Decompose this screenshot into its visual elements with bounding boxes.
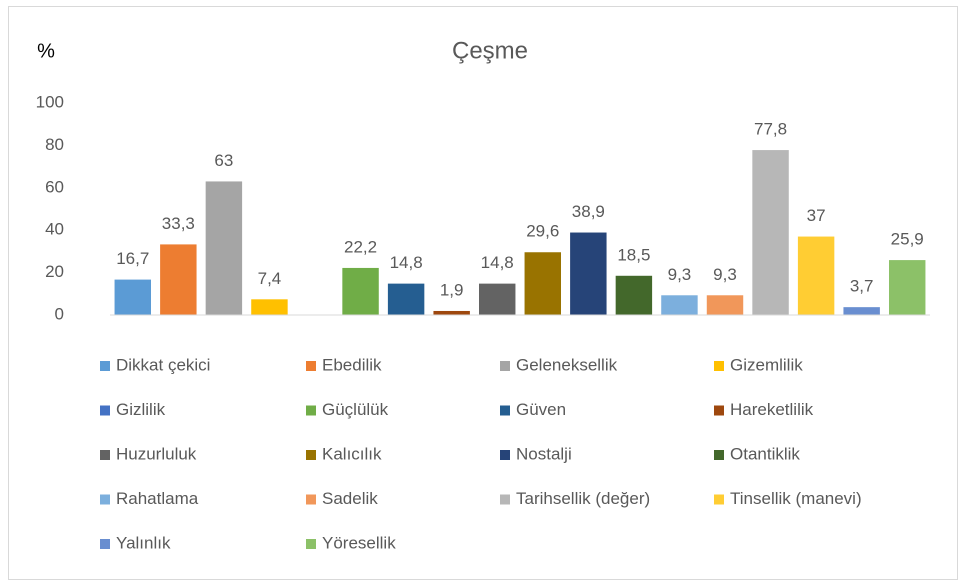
legend-swatch (500, 494, 510, 505)
bar (570, 232, 607, 315)
bar (524, 252, 561, 315)
legend-swatch (714, 450, 724, 460)
data-label: 63 (214, 151, 233, 170)
data-label: 14,8 (390, 253, 423, 272)
data-label: 1,9 (440, 280, 464, 299)
legend-label: Ebedilik (322, 355, 382, 374)
bar (114, 279, 151, 315)
y-tick-label: 0 (55, 304, 64, 323)
bar (706, 295, 744, 315)
legend-label: Sadelik (322, 489, 378, 508)
data-label: 38,9 (572, 202, 605, 221)
legend-label: Güven (516, 400, 566, 419)
data-label: 22,2 (344, 237, 377, 256)
data-label: 77,8 (754, 120, 787, 139)
chart-title: Çeşme (452, 37, 528, 64)
y-tick-label: 20 (45, 262, 64, 281)
legend-label: Yöresellik (322, 533, 396, 552)
legend-swatch (714, 405, 724, 416)
bar (342, 267, 379, 315)
legend-label: Kalıcılık (322, 444, 382, 463)
bar (205, 181, 243, 315)
bar (160, 244, 197, 315)
bar (433, 310, 470, 315)
bar (889, 260, 926, 315)
legend-swatch (100, 494, 110, 505)
data-label: 9,3 (668, 265, 692, 284)
legend-swatch (500, 450, 510, 460)
legend-label: Dikkat çekici (116, 355, 210, 374)
legend-label: Nostalji (516, 444, 572, 463)
legend-swatch (100, 450, 110, 460)
legend-swatch (500, 361, 510, 371)
legend-label: Gizemlilik (730, 355, 803, 374)
data-label: 9,3 (713, 265, 737, 284)
bar (797, 236, 835, 315)
legend-label: Güçlülük (322, 400, 389, 419)
legend-swatch (306, 539, 316, 549)
data-label: 33,3 (162, 214, 195, 233)
legend-swatch (500, 405, 510, 416)
y-tick-label: 80 (45, 135, 64, 154)
y-axis-label: % (37, 40, 55, 62)
bar (661, 295, 698, 315)
data-label: 37 (807, 206, 826, 225)
legend-label: Gizlilik (116, 400, 166, 419)
data-label: 29,6 (526, 222, 559, 241)
legend-label: Tinsellik (manevi) (730, 489, 862, 508)
data-label: 14,8 (481, 253, 514, 272)
legend-swatch (714, 361, 724, 371)
legend-swatch (306, 494, 316, 505)
legend-label: Huzurluluk (116, 444, 197, 463)
legend-swatch (100, 405, 110, 416)
legend-swatch (306, 450, 316, 460)
legend-label: Hareketlilik (730, 400, 814, 419)
legend-label: Rahatlama (116, 489, 199, 508)
bar (387, 283, 425, 315)
legend-label: Yalınlık (116, 533, 171, 552)
data-label: 18,5 (617, 245, 650, 264)
bar (752, 150, 789, 315)
legend-swatch (714, 494, 724, 505)
data-label: 25,9 (891, 230, 924, 249)
bar (615, 275, 653, 315)
y-tick-label: 60 (45, 177, 64, 196)
bar (251, 299, 288, 315)
data-label: 7,4 (258, 269, 282, 288)
legend-label: Otantiklik (730, 444, 800, 463)
legend-label: Geleneksellik (516, 355, 618, 374)
data-label: 3,7 (850, 277, 874, 296)
legend-label: Tarihsellik (değer) (516, 489, 650, 508)
bar (843, 307, 880, 315)
legend-swatch (100, 539, 110, 549)
y-tick-label: 100 (36, 92, 64, 111)
bar (479, 283, 516, 315)
data-label: 16,7 (116, 249, 149, 268)
legend-swatch (306, 405, 316, 416)
legend-swatch (306, 361, 316, 371)
legend-swatch (100, 361, 110, 371)
y-tick-label: 40 (45, 220, 64, 239)
